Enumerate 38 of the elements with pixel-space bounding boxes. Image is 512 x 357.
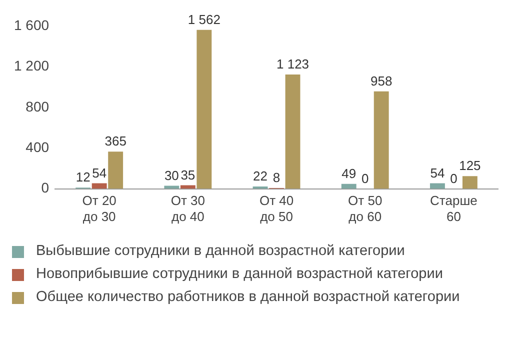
data-label: 30	[164, 168, 179, 183]
bar	[196, 30, 212, 189]
x-tick-label: От 40 до 50	[259, 193, 294, 224]
x-tick-label: От 20 до 30	[82, 193, 116, 224]
data-label: 12	[76, 170, 90, 185]
bar	[180, 185, 196, 189]
y-tick-label: 800	[26, 98, 50, 114]
data-label: 49	[342, 166, 356, 181]
data-label: 35	[180, 167, 196, 182]
data-label: 54	[92, 165, 107, 180]
data-label: 365	[104, 134, 126, 149]
legend-label: Новоприбывшие сотрудники в данной возрастной категории	[36, 265, 443, 284]
data-label: 958	[370, 73, 392, 88]
bar	[92, 183, 107, 189]
bar	[374, 91, 389, 189]
bar	[462, 176, 478, 189]
bar	[285, 74, 300, 189]
x-tick-label: От 30 до 40	[170, 193, 205, 224]
data-label: 8	[272, 170, 280, 186]
legend-label: Выбывшие сотрудники в данной возрастной категории	[36, 242, 405, 261]
y-tick-label: 1 600	[14, 16, 50, 33]
y-tick-label: 0	[41, 180, 50, 196]
data-label: 1 123	[276, 56, 310, 72]
x-tick-label: Старше 60	[430, 193, 478, 224]
bar	[430, 183, 445, 189]
data-label: 54	[430, 165, 445, 180]
data-label: 0	[450, 170, 458, 186]
bar	[341, 184, 356, 189]
y-tick-label: 400	[26, 138, 50, 155]
bar	[164, 186, 180, 189]
legend-label: Общее количество работников в данной возрастной категории	[36, 288, 460, 307]
data-label: 0	[361, 170, 369, 186]
y-tick-label: 1 200	[14, 58, 50, 74]
data-label: 1 562	[188, 12, 220, 27]
x-tick-label: От 50 до 60	[348, 193, 382, 224]
bar	[108, 152, 124, 189]
data-label: 22	[253, 168, 268, 184]
data-label: 125	[459, 158, 481, 174]
